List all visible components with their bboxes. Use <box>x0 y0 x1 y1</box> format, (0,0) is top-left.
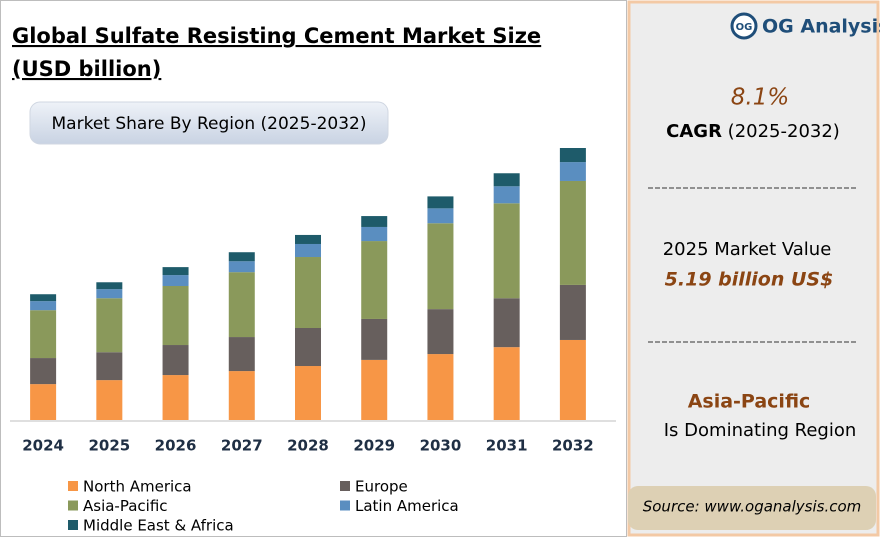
x-tick-label: 2025 <box>88 437 130 455</box>
cagr: 8.1% <box>731 85 789 111</box>
bar-segment <box>493 186 520 204</box>
legend-swatch <box>340 481 350 491</box>
bar-segment <box>361 359 388 420</box>
annotation: Market Share By Region (2025-2032) <box>52 114 367 134</box>
legend-label: Europe <box>355 478 408 496</box>
x-tick-label: 2029 <box>353 437 395 455</box>
bar-segment <box>228 272 255 338</box>
x-tick-label: 2028 <box>287 437 329 455</box>
bar-segment <box>228 371 255 420</box>
bar-segment <box>493 347 520 420</box>
plot: 2024 2025 2026 2027 2028 2029 2030 2031 2032 Nort… <box>10 148 616 535</box>
bar-segment <box>162 267 189 276</box>
bar-segment <box>295 243 321 258</box>
cagr-line: CAGR (2025-2032) <box>666 121 840 142</box>
bar-segment <box>228 261 255 273</box>
bar-segment <box>295 234 321 244</box>
region: Asia-Pacific <box>688 391 811 413</box>
bar-segment <box>361 241 388 319</box>
summary-panel <box>627 0 880 537</box>
market-value-label: 2025 Market Value <box>663 239 832 260</box>
bar-segment <box>30 301 57 311</box>
bar-segment <box>228 252 255 262</box>
bar-segment <box>30 310 57 359</box>
legend-label: Middle East & Africa <box>83 517 234 535</box>
bar-segment <box>295 328 321 367</box>
market-value: 5.19 billion US$ <box>665 269 834 291</box>
x-tick-label: 2027 <box>221 437 263 455</box>
bar-segment <box>96 282 123 290</box>
x-tick-label: 2030 <box>420 437 462 455</box>
legend-label: North America <box>83 478 192 496</box>
legend-swatch <box>68 500 78 511</box>
bar-segment <box>493 298 520 348</box>
bar-segment <box>361 226 388 242</box>
bar-segment <box>361 216 388 227</box>
bar-segment <box>228 337 255 372</box>
bar-segment <box>162 345 189 376</box>
x-tick-label: 2031 <box>486 437 528 455</box>
cagr-label: CAGR <box>666 121 722 142</box>
bar-segment <box>30 358 57 385</box>
annotation-box <box>29 101 389 145</box>
bar-segment <box>559 284 586 340</box>
bar-segment <box>361 318 388 360</box>
bar-segment <box>30 384 57 420</box>
source-box <box>628 486 876 530</box>
bar-segment <box>96 352 123 381</box>
bar-segment <box>427 309 454 355</box>
chart-subtitle: (USD billion) <box>12 57 161 81</box>
bar-segment <box>162 275 189 286</box>
x-tick-label: 2032 <box>552 437 594 455</box>
cagr-period: (2025-2032) <box>728 121 840 142</box>
bar-segment <box>427 354 454 420</box>
bar-segment <box>96 289 123 299</box>
source: Source: www.oganalysis.com <box>643 498 862 516</box>
bar-segment <box>559 339 586 420</box>
bar-segment <box>96 298 123 353</box>
legend-label: Latin America <box>355 497 459 515</box>
bar-segment <box>162 375 189 420</box>
legend-label: Asia-Pacific <box>83 497 168 515</box>
bar-segment <box>559 148 586 163</box>
legend-swatch <box>340 500 350 511</box>
region-note: Is Dominating Region <box>664 420 857 441</box>
bar-segment <box>493 203 520 299</box>
logo-icon <box>730 12 758 40</box>
bar-segment <box>295 366 321 420</box>
legend-swatch <box>68 520 78 530</box>
logo-mark: OG <box>736 22 753 33</box>
chart-title: Global Sulfate Resisting Cement Market S… <box>12 24 541 48</box>
bar-segment <box>427 223 454 310</box>
bar-segment <box>559 162 586 181</box>
bar-segment <box>559 180 586 285</box>
bar-segment <box>162 285 189 346</box>
bar-segment <box>30 294 57 302</box>
bar-segment <box>96 380 123 420</box>
x-tick-label: 2026 <box>155 437 197 455</box>
logo: OG Analysis <box>762 16 880 38</box>
bar-segment <box>493 173 520 187</box>
bar-segment <box>427 196 454 209</box>
bar-segment <box>295 257 321 329</box>
x-tick-label: 2024 <box>22 437 64 455</box>
bar-segment <box>427 208 454 224</box>
legend-swatch <box>68 481 78 491</box>
